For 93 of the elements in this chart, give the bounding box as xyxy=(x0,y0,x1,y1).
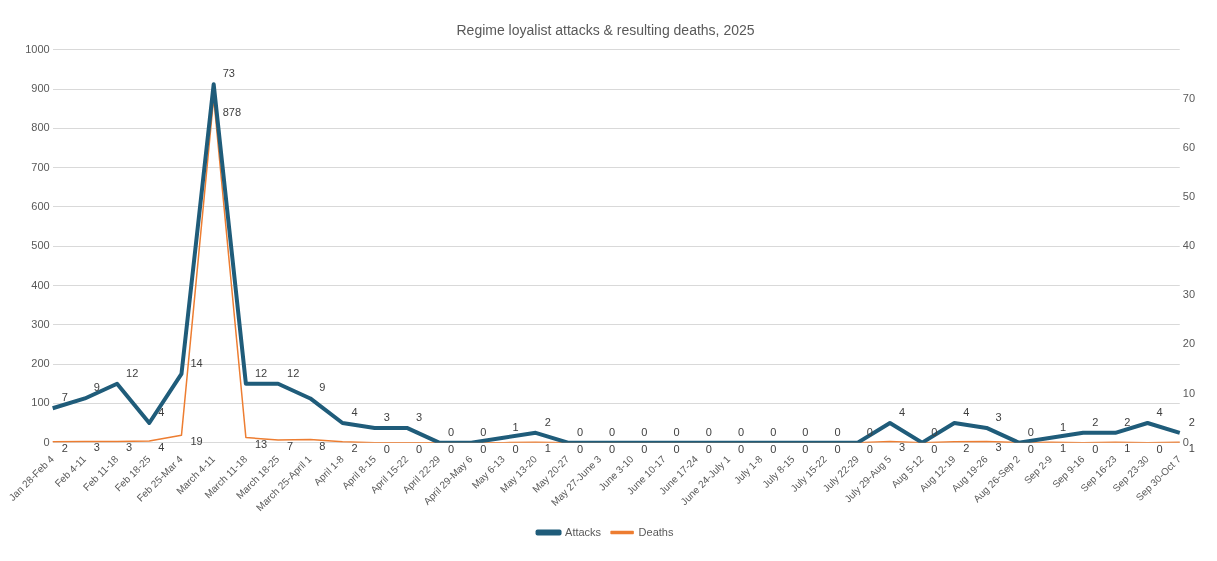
data-label: 2 xyxy=(544,415,551,428)
data-label: 0 xyxy=(609,425,616,438)
x-tick-label: July 1-8 xyxy=(731,453,765,486)
data-label: 0 xyxy=(641,425,648,438)
data-label: 0 xyxy=(415,442,423,455)
data-label: 2 xyxy=(963,441,970,454)
data-label: 3 xyxy=(995,441,1002,454)
data-label: 0 xyxy=(1092,442,1099,455)
data-label: 4 xyxy=(351,406,358,419)
data-label: 1 xyxy=(1124,442,1131,455)
data-label: 19 xyxy=(190,435,203,448)
data-label: 1 xyxy=(1059,420,1067,433)
data-label: 3 xyxy=(898,441,906,454)
y2-tick-label: 40 xyxy=(1182,239,1196,252)
y-tick-label: 1000 xyxy=(25,42,50,55)
data-label: 0 xyxy=(802,442,809,455)
y2-tick-label: 60 xyxy=(1182,141,1196,154)
data-label: 8 xyxy=(319,439,326,452)
data-label: 2 xyxy=(351,441,358,454)
data-label: 14 xyxy=(190,356,203,369)
data-label: 4 xyxy=(963,406,970,419)
data-label: 0 xyxy=(609,442,616,455)
chart-title: Regime loyalist attacks & resulting deaths, 2025 xyxy=(456,22,755,39)
data-label: 0 xyxy=(802,425,809,438)
data-label: 0 xyxy=(576,442,584,455)
data-label: 0 xyxy=(448,425,455,438)
data-label: 4 xyxy=(158,406,165,419)
data-label: 0 xyxy=(1027,425,1034,438)
data-label: 0 xyxy=(705,425,712,438)
data-label: 0 xyxy=(705,442,712,455)
data-label: 0 xyxy=(641,442,648,455)
y2-tick-label: 50 xyxy=(1182,190,1196,203)
legend-label: Deaths xyxy=(638,525,674,538)
data-label: 0 xyxy=(512,442,519,455)
data-label: 2 xyxy=(1188,415,1195,428)
data-label: 0 xyxy=(737,425,745,438)
data-label: 0 xyxy=(834,425,841,438)
data-label: 0 xyxy=(737,442,745,455)
data-label: 3 xyxy=(126,441,133,454)
y-tick-label: 200 xyxy=(31,357,50,370)
y-tick-label: 900 xyxy=(31,82,50,95)
data-label: 4 xyxy=(898,406,906,419)
data-label: 1 xyxy=(1188,442,1195,455)
data-label: 0 xyxy=(770,442,777,455)
data-label: 3 xyxy=(93,441,100,454)
data-label: 0 xyxy=(673,425,680,438)
data-label: 2 xyxy=(61,441,68,454)
legend-label: Attacks xyxy=(565,525,602,538)
data-label: 3 xyxy=(415,410,423,423)
data-label: 12 xyxy=(287,366,300,379)
data-label: 0 xyxy=(480,425,487,438)
y2-tick-label: 0 xyxy=(1182,435,1189,448)
data-label: 2 xyxy=(1092,415,1099,428)
y-tick-label: 0 xyxy=(43,435,50,448)
data-label: 1 xyxy=(544,442,551,455)
data-label: 9 xyxy=(93,381,100,394)
data-label: 12 xyxy=(126,366,139,379)
data-label: 0 xyxy=(383,442,390,455)
data-label: 4 xyxy=(1156,406,1163,419)
data-label: 7 xyxy=(287,439,294,452)
y-tick-label: 500 xyxy=(31,239,50,252)
data-label: 878 xyxy=(222,105,242,118)
y-tick-label: 100 xyxy=(31,396,50,409)
data-label: 0 xyxy=(448,442,455,455)
data-label: 7 xyxy=(61,391,68,404)
y-tick-label: 800 xyxy=(31,121,50,134)
data-label: 2 xyxy=(1124,415,1131,428)
data-label: 73 xyxy=(222,67,235,80)
data-label: 1 xyxy=(1059,442,1067,455)
y2-tick-label: 70 xyxy=(1182,91,1196,104)
data-label: 0 xyxy=(866,442,873,455)
data-label: 0 xyxy=(673,442,680,455)
data-label: 9 xyxy=(319,381,326,394)
data-label: 0 xyxy=(931,442,938,455)
y-tick-label: 400 xyxy=(31,278,50,291)
y2-tick-label: 30 xyxy=(1182,288,1196,301)
y-tick-label: 300 xyxy=(31,317,50,330)
data-label: 0 xyxy=(1156,442,1163,455)
y-tick-label: 600 xyxy=(31,199,50,212)
data-label: 13 xyxy=(254,437,268,450)
data-label: 0 xyxy=(834,442,841,455)
data-label: 3 xyxy=(995,410,1002,423)
data-label: 4 xyxy=(158,441,165,454)
data-label: 0 xyxy=(576,425,584,438)
y2-tick-label: 20 xyxy=(1182,337,1196,350)
data-label: 0 xyxy=(480,442,487,455)
data-label: 12 xyxy=(254,366,268,379)
y2-tick-label: 10 xyxy=(1182,386,1196,399)
data-label: 3 xyxy=(383,410,390,423)
data-label: 1 xyxy=(512,420,519,433)
data-label: 0 xyxy=(770,425,777,438)
data-label: 0 xyxy=(1027,442,1034,455)
y-tick-label: 700 xyxy=(31,160,50,173)
